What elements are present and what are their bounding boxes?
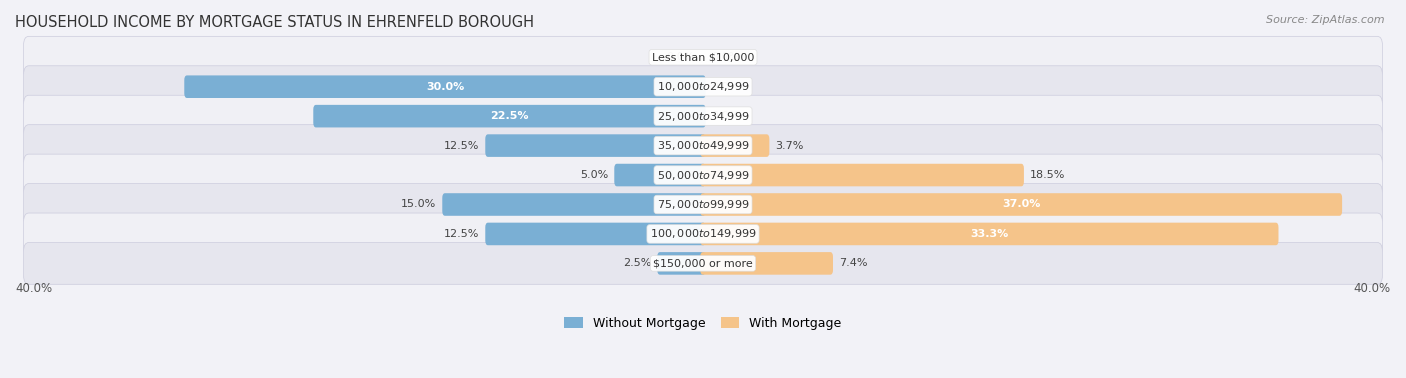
Text: Less than $10,000: Less than $10,000	[652, 52, 754, 62]
Text: $100,000 to $149,999: $100,000 to $149,999	[650, 228, 756, 240]
Text: $50,000 to $74,999: $50,000 to $74,999	[657, 169, 749, 181]
Text: 0.0%: 0.0%	[711, 111, 740, 121]
Text: $10,000 to $24,999: $10,000 to $24,999	[657, 80, 749, 93]
FancyBboxPatch shape	[24, 242, 1382, 284]
FancyBboxPatch shape	[184, 76, 706, 98]
FancyBboxPatch shape	[657, 252, 706, 275]
Text: $25,000 to $34,999: $25,000 to $34,999	[657, 110, 749, 122]
Text: 7.4%: 7.4%	[839, 259, 868, 268]
FancyBboxPatch shape	[24, 184, 1382, 225]
Text: 2.5%: 2.5%	[623, 259, 651, 268]
FancyBboxPatch shape	[24, 213, 1382, 255]
Text: 33.3%: 33.3%	[970, 229, 1008, 239]
Text: 0.0%: 0.0%	[666, 52, 695, 62]
FancyBboxPatch shape	[485, 223, 706, 245]
FancyBboxPatch shape	[700, 193, 1343, 216]
FancyBboxPatch shape	[700, 164, 1024, 186]
FancyBboxPatch shape	[443, 193, 706, 216]
FancyBboxPatch shape	[24, 36, 1382, 78]
Text: 12.5%: 12.5%	[444, 229, 479, 239]
FancyBboxPatch shape	[700, 134, 769, 157]
Legend: Without Mortgage, With Mortgage: Without Mortgage, With Mortgage	[564, 317, 842, 330]
Text: 22.5%: 22.5%	[491, 111, 529, 121]
Text: 40.0%: 40.0%	[1354, 282, 1391, 295]
FancyBboxPatch shape	[24, 95, 1382, 137]
FancyBboxPatch shape	[24, 154, 1382, 196]
FancyBboxPatch shape	[700, 223, 1278, 245]
Text: $150,000 or more: $150,000 or more	[654, 259, 752, 268]
Text: $35,000 to $49,999: $35,000 to $49,999	[657, 139, 749, 152]
Text: 5.0%: 5.0%	[581, 170, 609, 180]
Text: $75,000 to $99,999: $75,000 to $99,999	[657, 198, 749, 211]
Text: 40.0%: 40.0%	[15, 282, 52, 295]
FancyBboxPatch shape	[614, 164, 706, 186]
Text: 15.0%: 15.0%	[401, 200, 436, 209]
Text: HOUSEHOLD INCOME BY MORTGAGE STATUS IN EHRENFELD BOROUGH: HOUSEHOLD INCOME BY MORTGAGE STATUS IN E…	[15, 15, 534, 30]
FancyBboxPatch shape	[24, 66, 1382, 108]
FancyBboxPatch shape	[485, 134, 706, 157]
Text: 0.0%: 0.0%	[711, 82, 740, 92]
Text: Source: ZipAtlas.com: Source: ZipAtlas.com	[1267, 15, 1385, 25]
Text: 3.7%: 3.7%	[775, 141, 804, 150]
FancyBboxPatch shape	[314, 105, 706, 127]
Text: 30.0%: 30.0%	[426, 82, 464, 92]
Text: 18.5%: 18.5%	[1029, 170, 1066, 180]
Text: 12.5%: 12.5%	[444, 141, 479, 150]
Text: 37.0%: 37.0%	[1002, 200, 1040, 209]
FancyBboxPatch shape	[700, 252, 832, 275]
Text: 0.0%: 0.0%	[711, 52, 740, 62]
FancyBboxPatch shape	[24, 125, 1382, 166]
